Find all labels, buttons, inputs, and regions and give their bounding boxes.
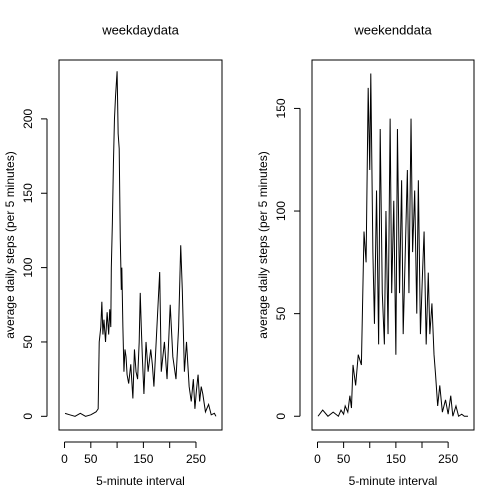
y-tick-label: 150 [274, 98, 288, 118]
plot-box [311, 59, 475, 431]
x-axis-label: 5-minute interval [96, 474, 185, 488]
chart-title: weekenddata [353, 22, 432, 37]
y-tick-label: 0 [274, 413, 288, 420]
x-tick-label: 250 [438, 452, 458, 466]
x-tick-label: 250 [186, 452, 206, 466]
x-axis-label: 5-minute interval [349, 474, 438, 488]
y-tick-label: 100 [21, 257, 35, 277]
x-tick-label: 0 [314, 452, 321, 466]
y-tick-label: 0 [21, 413, 35, 420]
y-tick-label: 50 [21, 335, 35, 349]
y-tick-label: 200 [21, 109, 35, 129]
x-tick-label: 50 [337, 452, 351, 466]
y-tick-label: 50 [274, 307, 288, 321]
y-axis-label: average daily steps (per 5 minutes) [256, 151, 270, 338]
y-tick-label: 150 [21, 183, 35, 203]
plot-box [58, 59, 223, 431]
x-tick-label: 0 [61, 452, 68, 466]
y-tick-label: 100 [274, 201, 288, 221]
x-tick-label: 50 [84, 452, 98, 466]
data-line [64, 71, 217, 417]
x-tick-label: 150 [386, 452, 406, 466]
chart-title: weekdaydata [101, 22, 179, 37]
data-line [317, 73, 468, 418]
x-tick-label: 150 [133, 452, 153, 466]
y-axis-label: average daily steps (per 5 minutes) [3, 151, 17, 338]
